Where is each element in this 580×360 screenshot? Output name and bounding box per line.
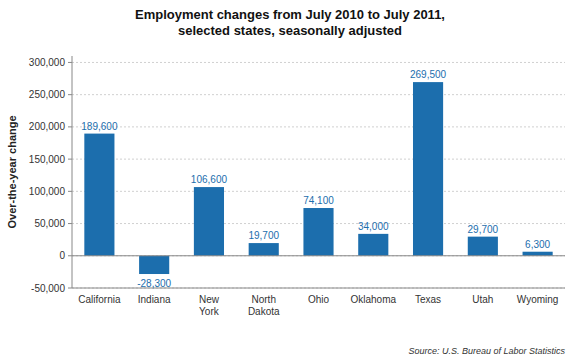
data-label: 106,600: [191, 174, 228, 185]
y-tick: [68, 159, 72, 160]
chart-svg: -50,000 0 50,000 100,000 150,000 200,000 250,0…: [0, 0, 580, 360]
y-tick-label: 200,000: [29, 121, 66, 132]
data-label: 19,700: [248, 230, 279, 241]
y-tick-label: 100,000: [29, 186, 66, 197]
y-tick-label: 300,000: [29, 57, 66, 68]
bar: [303, 208, 333, 256]
y-tick: [68, 62, 72, 63]
text-line: Indiana: [138, 294, 171, 305]
x-tick-label: Ohio: [308, 294, 330, 305]
bar: [249, 243, 279, 256]
text-line: selected states, seasonally adjusted: [178, 23, 402, 38]
text-line: New: [199, 294, 220, 305]
data-label: 269,500: [410, 69, 447, 80]
data-label: 34,000: [358, 221, 389, 232]
x-tick-label: NorthDakota: [248, 294, 280, 317]
x-tick-label: Indiana: [138, 294, 171, 305]
y-axis-label: Over-the-year change: [6, 115, 18, 228]
grid-line: [72, 159, 565, 160]
bar: [194, 187, 224, 256]
text-line: California: [78, 294, 121, 305]
text-line: Employment changes from July 2010 to Jul…: [135, 7, 445, 22]
grid-line: [72, 255, 565, 256]
y-axis-line: [72, 56, 73, 288]
grid-line: [72, 191, 565, 192]
text-line: Texas: [415, 294, 441, 305]
y-tick-label: 250,000: [29, 89, 66, 100]
source-note: Source: U.S. Bureau of Labor Statistics: [408, 346, 565, 356]
zero-line: [72, 255, 565, 256]
x-tick-label: Texas: [415, 294, 441, 305]
text-line: Oklahoma: [350, 294, 396, 305]
data-label: 6,300: [525, 239, 550, 250]
y-tick: [68, 126, 72, 127]
bars: [84, 82, 552, 274]
x-tick-label: NewYork: [199, 294, 220, 317]
y-tick-label: 150,000: [29, 154, 66, 165]
grid-line: [72, 94, 565, 95]
bar: [523, 252, 553, 256]
x-tick-label: Oklahoma: [350, 294, 396, 305]
y-tick: [68, 191, 72, 192]
grid-line: [72, 126, 565, 127]
chart-container: -50,000 0 50,000 100,000 150,000 200,000 250,0…: [0, 0, 580, 360]
background: [0, 0, 580, 360]
data-label: -28,300: [137, 278, 171, 289]
title: Employment changes from July 2010 to Jul…: [135, 7, 445, 38]
text-line: Dakota: [248, 306, 280, 317]
grid-line: [72, 62, 565, 63]
y-tick-label: 50,000: [34, 218, 65, 229]
text-line: Ohio: [308, 294, 330, 305]
y-tick-label: 0: [59, 250, 65, 261]
y-tick: [68, 223, 72, 224]
y-axis: -50,000 0 50,000 100,000 150,000 200,000 250,0…: [29, 56, 72, 294]
x-tick-label: California: [78, 294, 121, 305]
text-line: Utah: [472, 294, 493, 305]
y-tick-label: -50,000: [31, 283, 65, 294]
text-line: North: [251, 294, 275, 305]
y-tick: [68, 288, 72, 289]
bar: [468, 237, 498, 256]
y-tick: [68, 255, 72, 256]
y-grid: [72, 62, 565, 288]
bar: [139, 256, 169, 274]
data-label: 74,100: [303, 195, 334, 206]
bar: [358, 234, 388, 256]
text-line: York: [199, 306, 220, 317]
bar: [84, 134, 114, 256]
data-label: 189,600: [81, 121, 118, 132]
data-labels: 189,600 -28,300 106,600 19,700 74,100 34,000 2…: [81, 69, 550, 289]
bar: [413, 82, 443, 256]
text-line: Wyoming: [517, 294, 559, 305]
y-tick: [68, 94, 72, 95]
data-label: 29,700: [468, 224, 499, 235]
x-axis: California Indiana NewYork NorthDakota Ohio O…: [78, 294, 558, 317]
x-tick-label: Utah: [472, 294, 493, 305]
x-tick-label: Wyoming: [517, 294, 559, 305]
